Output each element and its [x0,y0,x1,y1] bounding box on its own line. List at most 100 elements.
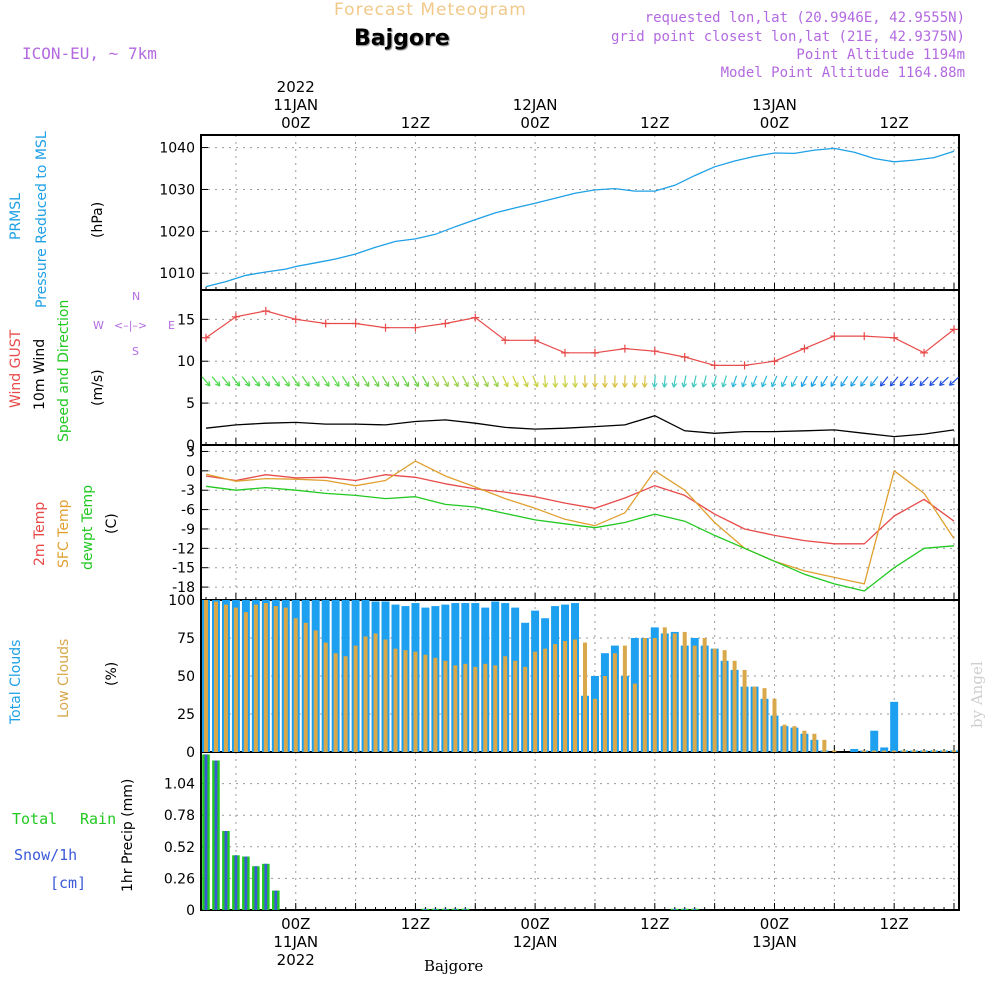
low-cloud-bar [443,660,448,752]
gust-marker [531,336,540,345]
low-cloud-bar [662,627,667,752]
wind-arrow-shaft [261,376,270,387]
wind-arrow [301,376,310,387]
wind-arrow-head [634,382,638,388]
gust-marker [830,332,839,341]
wind-arrow [381,375,390,388]
panel-frame [200,289,960,446]
wind-arrow-shaft [810,375,818,387]
low-cloud-bar [782,724,787,752]
low-cloud-bar [233,607,238,752]
gust-marker [561,348,570,357]
wind-arrow-head [483,383,489,388]
wind-arrow [621,375,628,388]
wind-arrow-head [869,381,872,387]
gust-marker [321,319,330,328]
label-total: Total [12,810,58,828]
wind-arrow [641,375,648,388]
snow-bar [204,754,208,910]
low-cloud-bar [403,650,408,752]
compass-w: W [93,319,104,332]
y-tick-label: 0.52 [164,840,195,856]
total-cloud-bar [870,730,879,752]
bottom-time-label: 11JAN [273,933,318,951]
wind-arrow-head [870,383,876,387]
wind-arrow [452,375,459,388]
y-tick-label: -9 [181,522,195,538]
wind-arrow [948,376,959,386]
low-cloud-bar [642,638,647,752]
wind-arrow-head [939,383,945,387]
wind-arrow [919,376,929,387]
wind-arrow [701,375,707,388]
gust-marker [381,323,390,332]
wind-arrow-head [324,383,330,387]
wind-arrow [261,376,271,387]
wind-arrow [592,375,598,388]
wind-arrow-head [423,383,429,388]
gust-marker [261,306,270,315]
wind-arrow-head [751,382,753,388]
wind-arrow-shaft [361,375,370,387]
wind-arrow [770,375,778,388]
gust-marker [351,319,360,328]
wind-arrow-shaft [281,376,290,387]
y-tick-label: 0.78 [164,808,195,824]
gust-marker [770,357,779,366]
wind-arrow-shaft [391,375,399,387]
wind-arrow-head [552,382,556,388]
wind-arrow-head [384,383,389,388]
low-cloud-bar [203,600,208,752]
low-cloud-bar [592,698,597,752]
wind-arrow-head [433,383,439,388]
snow-bar [673,908,677,910]
top-time-label: 00Z [281,114,310,132]
snow-bar [424,908,427,910]
wind-arrow-head [594,382,598,388]
wind-arrow [741,375,748,388]
wind-arrow-head [364,383,369,387]
wind-arrow [889,376,899,387]
gust-marker [710,361,719,370]
wind-arrow-head [258,381,261,387]
wind-arrow-head [741,382,744,388]
wind-arrow-head [691,382,694,388]
total-cloud-bar [880,747,889,752]
low-cloud-bar [772,698,777,752]
top-time-label: 2022 [277,78,315,96]
wind-arrow-head [771,383,777,388]
wind-arrow-head [254,383,260,387]
wind-arrow-head [493,383,499,388]
wind-arrow-head [228,381,231,387]
wind-arrow-shaft [462,375,469,387]
top-time-label: 12JAN [513,96,558,114]
low-cloud-bar [383,639,388,752]
wind-arrow [869,376,879,387]
wind-arrow-shaft [331,375,340,387]
wind-arrow [542,375,549,388]
wind-arrow-shaft [702,375,707,388]
wind-arrow-head [224,383,230,387]
wind-arrow [840,375,849,387]
wind-arrow-head [732,383,737,388]
wind-arrow [830,375,839,387]
wind-arrow-shaft [311,376,320,387]
low-cloud-bar [602,676,607,752]
wind-arrow [251,376,261,387]
wind-arrow-shaft [732,375,738,388]
wind-arrow-head [374,383,379,387]
low-cloud-bar [273,606,278,752]
wind-arrow-head [584,382,588,388]
wind-arrow-shaft [574,375,576,388]
wind-arrow [929,376,939,387]
wind-arrow-shaft [919,376,929,387]
wind-arrow-head [711,382,714,388]
bottom-time-label: 2022 [277,951,315,969]
wind-arrow [341,375,350,387]
wind-arrow-shaft [432,375,439,387]
wind-arrow-head [288,381,290,387]
low-cloud-bar [543,648,548,752]
wind-arrow-head [683,383,688,388]
snow-bar [274,890,278,910]
bottom-time-label: 12JAN [513,933,558,951]
